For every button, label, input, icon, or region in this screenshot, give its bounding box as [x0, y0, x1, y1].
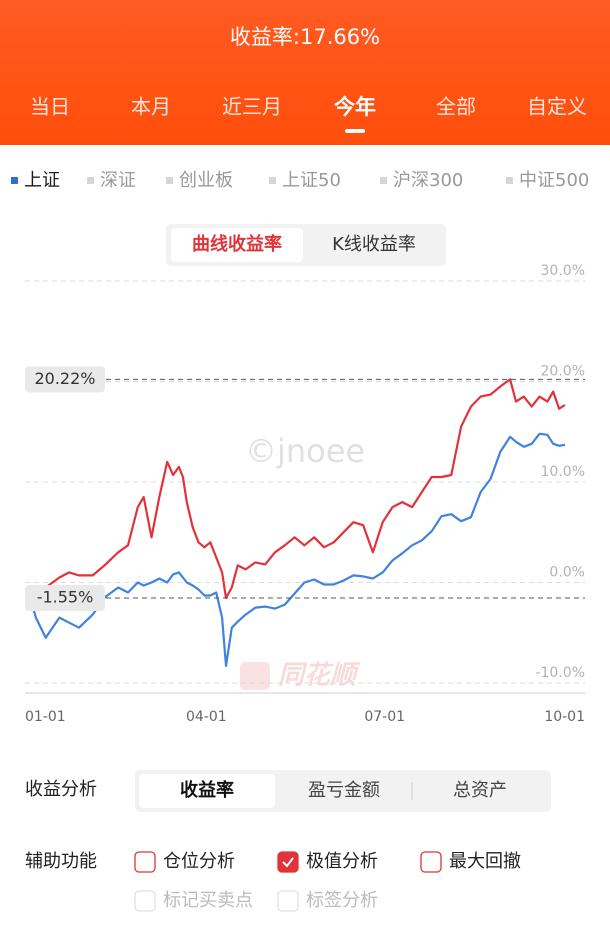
x-tick-label: 10-01 [544, 709, 585, 725]
index-marker [11, 177, 18, 184]
checkbox[interactable] [420, 851, 442, 873]
checkbox-label: 标记买卖点 [163, 890, 253, 911]
index-option[interactable]: 深证 [100, 170, 136, 191]
checkbox[interactable] [134, 851, 156, 873]
checkbox-label: 标签分析 [306, 890, 378, 911]
mode-option[interactable]: 曲线收益率 [192, 233, 282, 255]
watermark-logo [240, 662, 270, 690]
y-tick-label: 30.0% [541, 263, 585, 279]
watermark: 同花顺 [278, 661, 361, 691]
period-tab[interactable]: 今年 [334, 95, 376, 119]
extreme-label: -1.55% [37, 588, 94, 607]
watermark: ©jnoee [245, 432, 365, 470]
index-option[interactable]: 上证 [24, 170, 60, 191]
index-option[interactable]: 创业板 [179, 170, 233, 191]
index-option[interactable]: 中证500 [519, 170, 589, 191]
index-option[interactable]: 沪深300 [393, 170, 463, 191]
tools-label: 辅助功能 [25, 851, 97, 872]
header-background [0, 0, 610, 145]
extreme-label-bg [25, 366, 105, 393]
index-option[interactable]: 上证50 [282, 170, 341, 191]
period-tab[interactable]: 自定义 [527, 95, 587, 119]
x-tick-label: 04-01 [186, 709, 227, 725]
x-tick-label: 01-01 [25, 709, 66, 725]
index-marker [87, 177, 94, 184]
active-tab-indicator [345, 129, 365, 133]
period-tab[interactable]: 近三月 [222, 95, 282, 119]
series-line [29, 378, 566, 600]
checkmark [282, 857, 294, 868]
index-marker [380, 177, 387, 184]
extreme-label-bg [25, 585, 105, 612]
mode-option[interactable]: K线收益率 [332, 234, 416, 255]
period-tab[interactable]: 全部 [436, 95, 476, 119]
mode-active-bg [171, 228, 303, 262]
checkbox-label[interactable]: 最大回撤 [449, 851, 521, 872]
header-title: 收益率:17.66% [230, 25, 380, 49]
index-marker [506, 177, 513, 184]
analysis-option[interactable]: 总资产 [453, 780, 507, 801]
extreme-label: 20.22% [34, 369, 95, 388]
analysis-option[interactable]: 盈亏金额 [308, 780, 380, 801]
checkbox[interactable] [277, 851, 299, 873]
checkbox [277, 890, 299, 912]
index-marker [269, 177, 276, 184]
y-tick-label: 20.0% [541, 364, 585, 380]
period-tab[interactable]: 当日 [30, 95, 70, 119]
period-tab[interactable]: 本月 [131, 95, 171, 119]
index-marker [166, 177, 173, 184]
analysis-active-bg [139, 774, 275, 808]
x-tick-label: 07-01 [364, 709, 405, 725]
checkbox-label[interactable]: 极值分析 [306, 851, 378, 872]
y-tick-label: 10.0% [541, 464, 585, 480]
y-tick-label: -10.0% [535, 665, 585, 681]
checkbox [134, 890, 156, 912]
analysis-option[interactable]: 收益率 [180, 779, 234, 801]
checkbox-label[interactable]: 仓位分析 [163, 851, 235, 872]
y-tick-label: 0.0% [549, 564, 585, 580]
series-line [28, 432, 566, 667]
analysis-label: 收益分析 [25, 779, 97, 800]
